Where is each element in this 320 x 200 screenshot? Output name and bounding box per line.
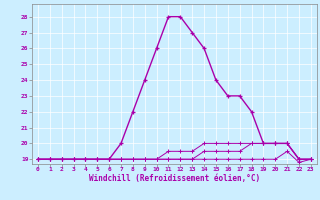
X-axis label: Windchill (Refroidissement éolien,°C): Windchill (Refroidissement éolien,°C) (89, 174, 260, 183)
